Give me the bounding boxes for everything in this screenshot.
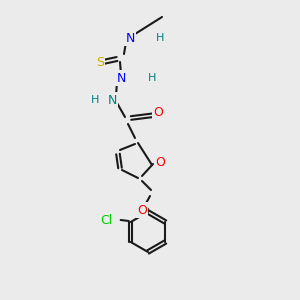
Text: N: N: [116, 71, 126, 85]
Text: Cl: Cl: [100, 214, 113, 226]
Text: N: N: [107, 94, 117, 106]
Text: O: O: [155, 155, 165, 169]
Text: O: O: [137, 203, 147, 217]
Text: S: S: [96, 56, 104, 70]
Text: O: O: [153, 106, 163, 119]
Text: H: H: [148, 73, 156, 83]
Text: H: H: [91, 95, 99, 105]
Text: N: N: [125, 32, 135, 44]
Text: H: H: [156, 33, 164, 43]
